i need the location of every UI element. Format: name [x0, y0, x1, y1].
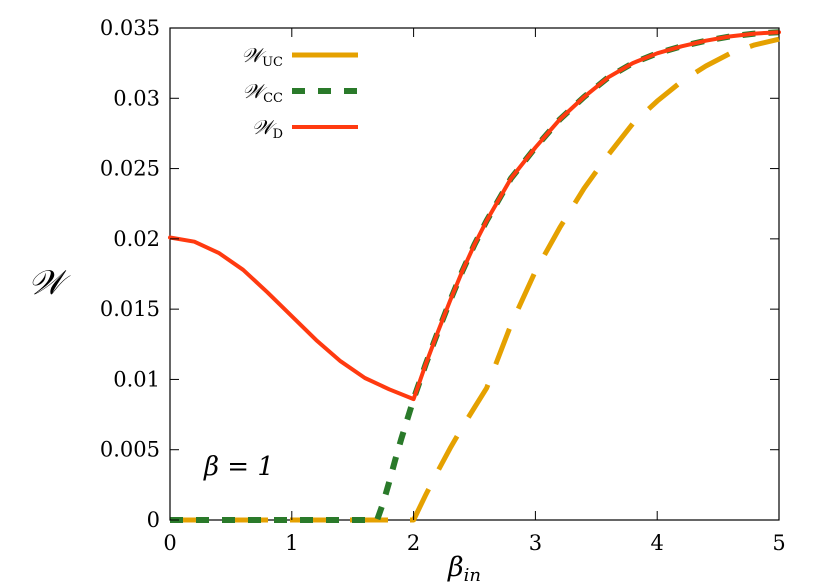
- series-line-cc: [170, 29, 780, 523]
- svg-text:βin: βin: [447, 552, 481, 583]
- y-tick-label: 0.025: [100, 157, 160, 181]
- legend-label-d: 𝒲D: [252, 115, 283, 142]
- x-tick-label: 1: [285, 531, 298, 555]
- x-tick-label: 4: [651, 531, 664, 555]
- x-axis-label-main: β: [447, 552, 464, 583]
- x-tick-label: 3: [529, 531, 542, 555]
- legend-label-uc: 𝒲UC: [241, 43, 283, 70]
- y-tick-label: 0: [147, 508, 160, 532]
- y-tick-label: 0.01: [113, 367, 160, 391]
- x-tick-label: 0: [163, 531, 176, 555]
- x-axis-label-sub: in: [464, 565, 481, 583]
- plot-frame: [169, 27, 780, 521]
- x-tick-label: 5: [772, 531, 785, 555]
- y-tick-label: 0.03: [113, 86, 160, 110]
- series-line-uc: [170, 36, 780, 523]
- y-tick-label: 0.015: [100, 297, 160, 321]
- series-line-d: [168, 30, 781, 402]
- y-axis-label: 𝒲: [28, 263, 71, 303]
- y-tick-label: 0.005: [100, 438, 160, 462]
- x-tick-label: 2: [407, 531, 420, 555]
- y-tick-label: 0.035: [100, 16, 160, 40]
- legend-label-cc: 𝒲CC: [242, 79, 283, 106]
- x-axis-label: βin: [447, 552, 481, 583]
- y-tick-label: 0.02: [113, 227, 160, 251]
- annotation-beta: β = 1: [203, 452, 274, 482]
